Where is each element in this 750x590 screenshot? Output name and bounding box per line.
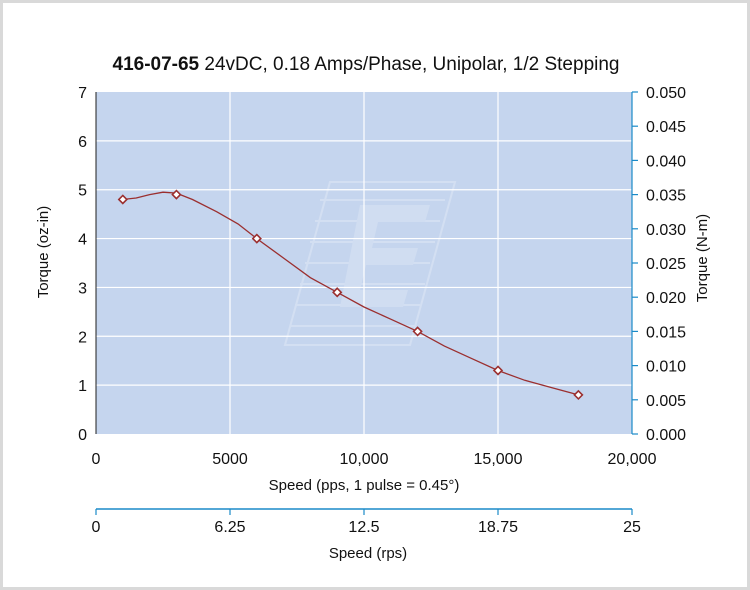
x-tick-label: 10,000 [340, 451, 389, 468]
y-axis-right-label: Torque (N-m) [694, 214, 711, 302]
y-right-tick-label: 0.040 [646, 153, 686, 170]
y-left-tick-label: 4 [78, 232, 87, 249]
y-left-tick-label: 3 [78, 280, 87, 297]
y-left-tick-label: 5 [78, 183, 87, 200]
y-left-tick-label: 1 [78, 378, 87, 395]
x-tick-label: 20,000 [608, 451, 657, 468]
x2-tick-label: 25 [623, 519, 641, 536]
y-right-tick-label: 0.045 [646, 119, 686, 136]
right-axis-ticks: 0.000 0.005 0.010 0.015 0.020 0.025 0.030 0.035… [632, 85, 686, 444]
y-right-tick-label: 0.005 [646, 393, 686, 410]
y-left-tick-label: 6 [78, 134, 87, 151]
x-tick-label: 0 [92, 451, 101, 468]
data-point-marker [332, 287, 343, 298]
chart-title-specs: 24vDC, 0.18 Amps/Phase, Unipolar, 1/2 St… [199, 54, 619, 75]
y-left-tick-label: 0 [78, 427, 87, 444]
x-axis-ticks: 0 5000 10,000 15,000 20,000 [92, 451, 657, 468]
series-line [122, 191, 579, 396]
y-right-tick-label: 0.030 [646, 222, 686, 239]
data-point-marker [492, 365, 504, 376]
y-axis-left-label: Torque (oz-in) [35, 206, 52, 299]
y-right-tick-label: 0.000 [646, 427, 686, 444]
x-tick-label: 5000 [212, 451, 248, 468]
x2-tick-label: 18.75 [478, 519, 518, 536]
y-right-tick-label: 0.035 [646, 188, 686, 205]
x2-tick-label: 0 [92, 519, 101, 536]
data-point-marker [573, 389, 584, 401]
y-left-tick-label: 2 [78, 329, 87, 346]
watermark-outline [283, 181, 457, 346]
data-point-marker [412, 326, 423, 337]
data-point-marker [251, 233, 262, 244]
secondary-x-axis-label: Speed (rps) [329, 545, 407, 562]
y-left-tick-label: 7 [78, 85, 87, 102]
watermark-letter [340, 205, 430, 307]
gridlines [96, 92, 632, 434]
x-axis-label: Speed (pps, 1 pulse = 0.45°) [269, 477, 460, 494]
x-tick-label: 15,000 [474, 451, 523, 468]
data-point-marker [117, 194, 128, 205]
series-group [117, 189, 584, 401]
x2-tick-label: 6.25 [214, 519, 245, 536]
data-point-marker [171, 189, 182, 200]
x2-tick-label: 12.5 [348, 519, 379, 536]
y-right-tick-label: 0.020 [646, 290, 686, 307]
chart-title-model: 416-07-65 [113, 54, 200, 75]
left-axis-ticks: 0 1 2 3 4 5 6 7 [78, 85, 87, 444]
y-right-tick-label: 0.025 [646, 256, 686, 273]
y-right-tick-label: 0.010 [646, 359, 686, 376]
y-right-tick-label: 0.050 [646, 85, 686, 102]
chart-title: 416-07-65 24vDC, 0.18 Amps/Phase, Unipol… [113, 54, 620, 75]
y-right-tick-label: 0.015 [646, 324, 686, 341]
secondary-x-axis-ticks: 0 6.25 12.5 18.75 25 [92, 509, 641, 536]
